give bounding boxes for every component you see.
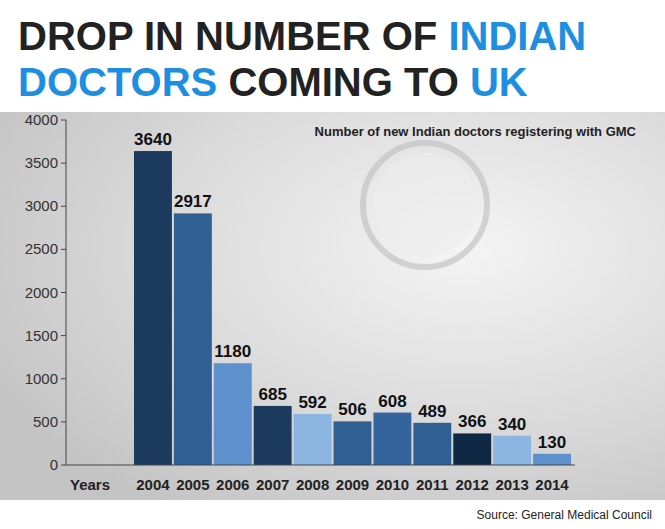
y-tick xyxy=(61,249,66,250)
y-tick-label: 2000 xyxy=(25,284,58,301)
bar xyxy=(254,406,292,465)
y-tick xyxy=(61,421,66,422)
data-label: 592 xyxy=(298,393,326,412)
x-tick-label: 2005 xyxy=(176,476,209,493)
y-tick-label: 2500 xyxy=(25,240,58,257)
data-label: 2917 xyxy=(174,192,212,211)
y-tick xyxy=(61,465,66,466)
bars xyxy=(134,151,571,465)
y-tick xyxy=(61,335,66,336)
title-word: IN xyxy=(133,14,184,58)
title-word: INDIAN xyxy=(437,14,586,58)
y-tick-label: 1000 xyxy=(25,370,58,387)
y-tick-label: 4000 xyxy=(25,111,58,128)
title-word: DOCTORS xyxy=(18,60,217,104)
source: Source: General Medical Council xyxy=(477,508,652,522)
data-label: 489 xyxy=(418,402,446,421)
bar xyxy=(334,421,372,465)
bar xyxy=(214,363,252,465)
data-label: 1180 xyxy=(214,342,251,361)
bar xyxy=(533,454,571,465)
bar xyxy=(294,414,332,465)
y-tick xyxy=(61,163,66,164)
x-tick-label: 2010 xyxy=(376,476,409,493)
y-tick xyxy=(61,120,66,121)
x-tick-label: 2011 xyxy=(416,476,449,493)
data-label: 608 xyxy=(378,392,406,411)
data-label: 506 xyxy=(338,400,366,419)
background-panel xyxy=(0,112,665,500)
data-label: 366 xyxy=(458,412,486,431)
x-axis xyxy=(66,465,575,466)
data-label: 340 xyxy=(498,415,526,434)
decor-circle xyxy=(363,143,487,267)
y-tick-label: 500 xyxy=(33,413,58,430)
subtitle: Number of new Indian doctors registering… xyxy=(315,124,637,139)
x-tick-label: 2009 xyxy=(336,476,369,493)
x-tick-label: 2014 xyxy=(535,476,569,493)
x-tick-label: 2004 xyxy=(136,476,170,493)
title-word: TO xyxy=(393,60,459,104)
bar xyxy=(493,436,531,465)
x-tick-label: 2008 xyxy=(296,476,329,493)
bar xyxy=(453,433,491,465)
y-tick xyxy=(61,206,66,207)
data-label: 685 xyxy=(258,385,286,404)
x-axis-title: Years xyxy=(70,476,110,493)
y-tick-label: 0 xyxy=(50,456,58,473)
title-line: DOCTORS COMING TO UK xyxy=(18,60,528,104)
y-tick xyxy=(61,292,66,293)
y-tick-label: 3000 xyxy=(25,197,58,214)
title-word: NUMBER xyxy=(184,14,371,58)
title-word: OF xyxy=(371,14,438,58)
x-tick-label: 2012 xyxy=(456,476,489,493)
data-label: 3640 xyxy=(134,130,172,149)
bar xyxy=(134,151,172,465)
x-tick-label: 2006 xyxy=(216,476,249,493)
title-word: COMING xyxy=(217,60,393,104)
x-tick-label: 2013 xyxy=(495,476,528,493)
bar xyxy=(174,213,212,465)
y-tick xyxy=(61,378,66,379)
title-line: DROP IN NUMBER OF INDIAN xyxy=(18,14,586,58)
title-word: UK xyxy=(459,60,528,104)
y-tick-label: 1500 xyxy=(25,327,58,344)
bar xyxy=(373,413,411,465)
data-label: 130 xyxy=(538,433,566,452)
bar xyxy=(413,423,451,465)
title-word: DROP xyxy=(18,14,133,58)
decor-circle xyxy=(373,153,477,257)
title: DROP IN NUMBER OF INDIANDOCTORS COMING T… xyxy=(18,14,586,104)
y-tick-label: 3500 xyxy=(25,154,58,171)
x-tick-label: 2007 xyxy=(256,476,289,493)
